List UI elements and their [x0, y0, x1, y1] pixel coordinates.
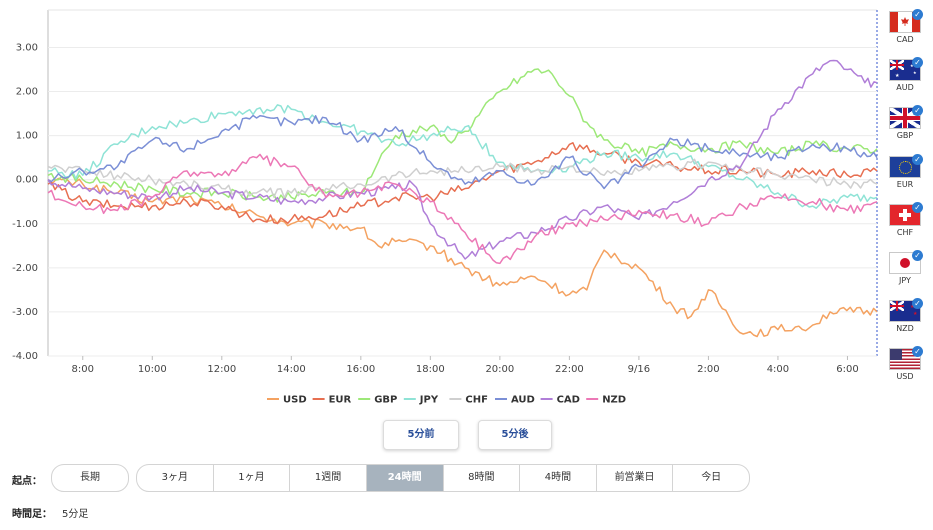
currency-toggle-jpy[interactable]: ✓ JPY	[887, 249, 923, 297]
legend-label-eur[interactable]: EUR	[329, 395, 352, 406]
range-option[interactable]: 3ヶ月	[161, 472, 188, 483]
checkmark-icon: ✓	[912, 57, 923, 69]
checkmark-icon: ✓	[912, 153, 923, 165]
x-tick-label: 10:00	[138, 364, 167, 375]
y-tick-label: -3.00	[12, 307, 38, 318]
x-tick-label: 12:00	[207, 364, 236, 375]
range-option[interactable]: 1週間	[289, 465, 366, 491]
currency-toggle-eur[interactable]: ✓ EUR	[887, 153, 923, 201]
x-tick-label: 20:00	[485, 364, 514, 375]
checkmark-icon: ✓	[912, 250, 923, 261]
range-option[interactable]: 4時間	[519, 465, 596, 491]
range-option[interactable]: 1ヶ月	[212, 465, 290, 491]
line-chart: 3.00 2.00 1.00 0.00 -1.00 -2.00 -3.00 -4.00 8:00…	[12, 9, 878, 406]
y-tick-label: -2.00	[12, 263, 38, 274]
series-line-usd	[47, 177, 878, 338]
x-tick-label: 9/16	[628, 364, 650, 375]
series-line-nzd	[47, 153, 878, 265]
y-tick-label: -1.00	[12, 219, 38, 230]
range-option[interactable]: 8時間	[442, 465, 520, 491]
x-tick-label: 14:00	[277, 364, 306, 375]
currency-code-label: EUR	[896, 179, 914, 189]
prev-5min-button[interactable]: 5分前	[383, 420, 459, 450]
currency-toggle-chf[interactable]: ✓ CHF	[887, 201, 923, 249]
range-option[interactable]: 今日	[672, 465, 749, 491]
currency-code-label: CAD	[896, 35, 914, 44]
range-selector: 3ヶ月 1ヶ月 1週間 24時間 8時間 4時間 前営業日 今日	[136, 464, 750, 492]
currency-code-label: NZD	[896, 324, 914, 334]
currency-toggle-nzd[interactable]: ★ ★ ✓ NZD	[887, 297, 923, 345]
legend-label-cad[interactable]: CAD	[557, 395, 580, 406]
y-tick-label: 0.00	[16, 175, 38, 186]
series-line-gbp	[47, 68, 878, 203]
series-line-aud	[47, 114, 878, 190]
y-tick-label: 2.00	[16, 87, 38, 98]
legend-label-gbp[interactable]: GBP	[374, 395, 397, 406]
legend-label-chf[interactable]: CHF	[465, 395, 488, 406]
long-term-button[interactable]: 長期	[51, 464, 129, 492]
series-line-jpy	[47, 104, 878, 209]
x-tick-label: 18:00	[416, 364, 445, 375]
checkmark-icon: ✓	[912, 9, 923, 20]
currency-code-label: GBP	[896, 131, 914, 141]
interval-label: 時間足：	[12, 509, 52, 520]
currency-code-label: USD	[896, 372, 914, 382]
x-tick-label: 22:00	[555, 364, 584, 375]
series-line-eur	[47, 142, 878, 225]
series-line-cad	[47, 59, 878, 260]
currency-code-label: AUD	[896, 83, 914, 93]
currency-toggle-cad[interactable]: ✓ CAD	[887, 8, 923, 56]
x-tick-label: 4:00	[767, 364, 789, 375]
next-5min-button[interactable]: 5分後	[478, 420, 552, 450]
range-option[interactable]: 前営業日	[595, 465, 673, 491]
currency-code-label: CHF	[896, 227, 914, 237]
y-tick-label: 3.00	[16, 42, 38, 53]
interval-value: 5分足	[62, 509, 89, 520]
start-point-label: 起点：	[12, 476, 42, 487]
legend-label-jpy[interactable]: JPY	[419, 395, 439, 406]
x-tick-label: 6:00	[836, 364, 858, 375]
y-tick-label: -4.00	[12, 351, 38, 362]
checkmark-icon: ✓	[912, 201, 923, 213]
legend-label-nzd[interactable]: NZD	[602, 395, 626, 406]
x-tick-label: 2:00	[697, 364, 719, 375]
range-option[interactable]: 24時間	[365, 465, 443, 491]
x-tick-label: 16:00	[346, 364, 375, 375]
legend-label-aud[interactable]: AUD	[511, 395, 535, 406]
currency-toggle-usd[interactable]: ✓ USD	[887, 345, 923, 393]
checkmark-icon: ✓	[912, 298, 923, 310]
currency-code-label: JPY	[899, 276, 911, 285]
currency-toggle-gbp[interactable]: ✓ GBP	[887, 104, 923, 152]
legend-label-usd[interactable]: USD	[283, 395, 307, 406]
x-tick-label: 8:00	[72, 364, 94, 375]
checkmark-icon: ✓	[912, 105, 923, 117]
currency-toggle-aud[interactable]: ★ ★ ★ ✓ AUD	[887, 56, 923, 104]
checkmark-icon: ✓	[912, 346, 923, 358]
y-tick-label: 1.00	[16, 131, 38, 142]
legend: USD EUR GBP JPY CHF AUD CAD NZD	[267, 395, 626, 406]
